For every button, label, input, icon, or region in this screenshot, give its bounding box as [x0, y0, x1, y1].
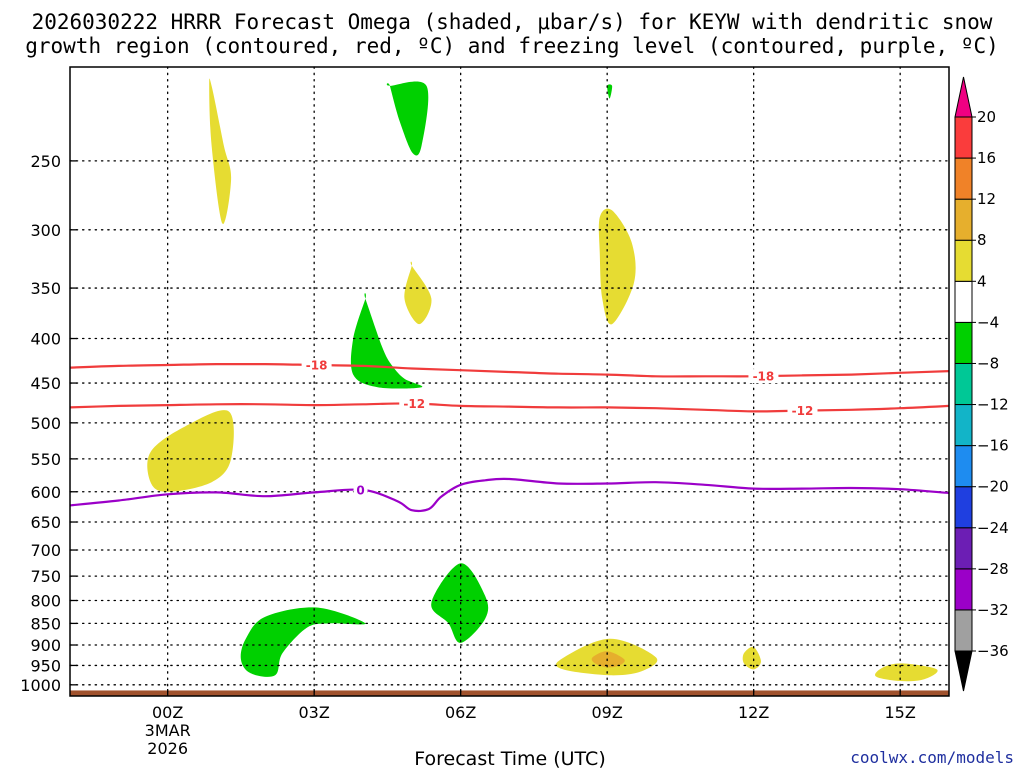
colorbar-box-4 [954, 239, 973, 282]
colorbar-box--28 [954, 527, 973, 570]
colorbar-box--36 [954, 609, 973, 652]
colorbar-label--16: −16 [977, 437, 1009, 455]
contour-label-bg-0-0 [353, 483, 368, 498]
omega-colorbar: −36 −32 −28 −24 −20 −16 −12 −8 −4 4 8 12 16 20 [954, 76, 1009, 692]
omega-region-6 [147, 410, 234, 492]
omega-region-3 [404, 261, 432, 325]
contour-line--18 [70, 362, 949, 378]
ytick-label-550: 550 [30, 450, 61, 469]
contour-label--12-0: -12 [403, 397, 425, 411]
ytick-label-500: 500 [30, 414, 61, 433]
colorbar-label--12: −12 [977, 396, 1009, 414]
colorbar-label-12: 12 [977, 190, 996, 208]
ytick-label-900: 900 [30, 636, 61, 655]
ytick-label-350: 350 [30, 279, 61, 298]
xtick-label-09Z: 09Z [592, 703, 623, 722]
colorbar-label--36: −36 [977, 642, 1009, 660]
xtick-sublabel-00Z-1: 2026 [147, 739, 188, 758]
xtick-sublabel-00Z-0: 3MAR [145, 721, 191, 740]
ytick-label-600: 600 [30, 483, 61, 502]
colorbar-label--8: −8 [977, 354, 999, 372]
xtick-label-03Z: 03Z [299, 703, 330, 722]
colorbar-label--4: −4 [977, 313, 999, 331]
x-axis-label: Forecast Time (UTC) [414, 748, 605, 768]
chart-title-line-1: 2026030222 HRRR Forecast Omega (shaded, … [32, 10, 993, 34]
ytick-label-1000: 1000 [20, 676, 61, 695]
omega-region-1 [386, 81, 429, 156]
contour-line-0 [70, 477, 949, 513]
ytick-label-700: 700 [30, 541, 61, 560]
colorbar-box--4 [954, 280, 973, 323]
colorbar-under-triangle [954, 650, 973, 692]
colorbar-box--32 [954, 568, 973, 611]
contour-label-0-0: 0 [356, 484, 364, 498]
contour-label--18-1: -18 [753, 370, 775, 384]
colorbar-box--12 [954, 362, 973, 406]
chart-title-line-2: growth region (contoured, red, ºC) and f… [25, 34, 999, 58]
omega-region-8 [431, 563, 489, 643]
ytick-label-450: 450 [30, 374, 61, 393]
ground-band [70, 690, 949, 696]
omega-region-0 [209, 78, 232, 225]
ytick-label-950: 950 [30, 656, 61, 675]
colorbar-label--28: −28 [977, 560, 1009, 578]
plot-frame [69, 66, 950, 697]
ytick-label-650: 650 [30, 513, 61, 532]
ytick-label-750: 750 [30, 567, 61, 586]
temperature-contours: -18 -18 -12 -12 0 [70, 358, 949, 513]
colorbar-box--20 [954, 445, 973, 488]
colorbar-box-16 [954, 116, 973, 159]
credit-text: coolwx.com/models [850, 748, 1014, 767]
xtick-label-00Z: 00Z [152, 703, 183, 722]
colorbar-label-16: 16 [977, 149, 996, 167]
colorbar-label--24: −24 [977, 519, 1009, 537]
y-axis-ticks: 250 300 350 400 450 500 550 600 650 700 750 800 850 9… [20, 152, 77, 695]
colorbar-label-20: 20 [977, 108, 996, 126]
contour-label-bg--18-1 [748, 369, 779, 384]
colorbar-label-4: 4 [977, 272, 987, 290]
omega-region-10 [591, 651, 625, 668]
colorbar-box--24 [954, 486, 973, 529]
colorbar-label-8: 8 [977, 231, 987, 249]
omega-shaded-regions [147, 78, 938, 682]
omega-region-5 [350, 293, 423, 389]
ytick-label-850: 850 [30, 614, 61, 633]
contour-label-bg--12-1 [787, 403, 818, 418]
xtick-label-12Z: 12Z [738, 703, 769, 722]
colorbar-box--8 [954, 321, 973, 364]
xtick-label-06Z: 06Z [445, 703, 476, 722]
contour-label--12-1: -12 [792, 404, 814, 418]
ground-surface-band [70, 690, 949, 696]
colorbar-box-8 [954, 198, 973, 241]
contour-label-bg--18-0 [301, 358, 332, 373]
omega-region-2 [607, 84, 613, 99]
omega-region-11 [742, 646, 761, 670]
omega-region-12 [875, 663, 938, 682]
xtick-label-15Z: 15Z [885, 703, 916, 722]
colorbar-box--16 [954, 404, 973, 447]
ytick-label-250: 250 [30, 152, 61, 171]
contour-label--18-0: -18 [306, 359, 328, 373]
colorbar-box-12 [954, 157, 973, 200]
ytick-label-800: 800 [30, 591, 61, 610]
ytick-label-400: 400 [30, 330, 61, 349]
colorbar-over-triangle [954, 76, 973, 118]
contour-label-bg--12-0 [399, 396, 430, 411]
gridlines [69, 66, 950, 697]
omega-region-7 [240, 607, 366, 677]
colorbar-label--20: −20 [977, 478, 1009, 496]
colorbar-label--32: −32 [977, 601, 1009, 619]
omega-region-4 [598, 208, 636, 325]
ytick-label-300: 300 [30, 221, 61, 240]
